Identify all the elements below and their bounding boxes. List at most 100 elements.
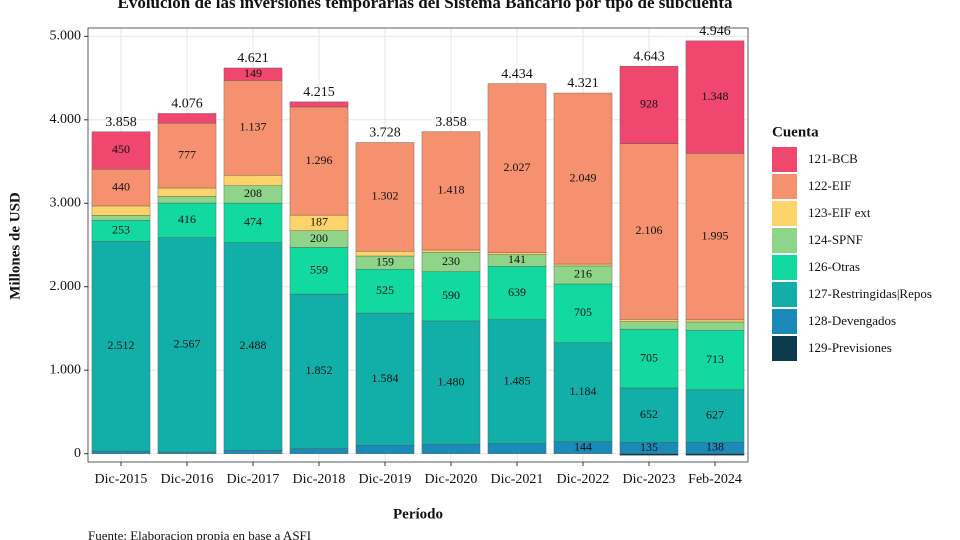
x-tick-label: Dic-2017 [227, 472, 280, 487]
total-label: 4.321 [567, 76, 599, 91]
legend-swatch [772, 201, 797, 226]
data-label: 777 [178, 147, 196, 161]
y-tick-label: 3.000 [50, 195, 82, 210]
data-label: 525 [376, 283, 394, 297]
bar-segment [619, 321, 679, 330]
data-label: 928 [640, 97, 658, 111]
data-label: 713 [706, 352, 724, 366]
data-label: 705 [574, 305, 592, 319]
bar-segment [421, 320, 481, 445]
data-label: 2.567 [174, 337, 201, 351]
data-label: 208 [244, 186, 262, 200]
bar-segment [685, 453, 745, 456]
data-label: 159 [376, 254, 394, 268]
data-label: 590 [442, 288, 460, 302]
bar-segment [421, 131, 481, 251]
x-tick-label: Dic-2016 [161, 472, 214, 487]
data-label: 2.027 [504, 160, 531, 174]
bar-segment [619, 319, 679, 322]
total-label: 3.728 [369, 126, 401, 141]
y-tick-label: 0 [74, 446, 81, 461]
y-axis-title: Millones de USD [7, 192, 23, 300]
data-label: 1.485 [504, 373, 531, 387]
total-label: 4.076 [171, 97, 203, 112]
bar-segment [685, 40, 745, 154]
bar-segment [223, 450, 283, 454]
bar-segment [421, 444, 481, 454]
bar-segment [487, 266, 547, 320]
bar-segment [355, 250, 415, 257]
data-label: 416 [178, 212, 196, 226]
legend-label: 121-BCB [808, 151, 858, 166]
bar-segment [685, 389, 745, 443]
bar-segment [553, 263, 613, 267]
bar-segment [91, 205, 151, 216]
bar-segment [157, 122, 217, 189]
data-label: 144 [574, 439, 592, 453]
legend-title: Cuenta [772, 124, 819, 140]
legend-swatch [772, 228, 797, 253]
total-label: 3.858 [435, 115, 467, 130]
bar-segment [619, 387, 679, 443]
bar-segment [289, 448, 349, 454]
bar-segment [91, 131, 151, 170]
y-tick-label: 4.000 [50, 112, 82, 127]
bar-segment [487, 83, 547, 253]
bar-segment [355, 445, 415, 454]
data-label: 135 [640, 440, 658, 454]
total-label: 4.215 [303, 85, 335, 100]
y-tick-label: 5.000 [50, 29, 82, 44]
bar-segment [355, 142, 415, 252]
source-note: Fuente: Elaboracion propia en base a ASF… [88, 528, 311, 540]
data-label: 1.852 [306, 363, 333, 377]
bar-segment [289, 101, 349, 108]
bar-segment [157, 196, 217, 204]
bar-segment [223, 202, 283, 243]
bar-segment [157, 451, 217, 454]
data-label: 1.584 [372, 371, 399, 385]
bar-segment [91, 215, 151, 221]
legend-label: 123-EIF ext [808, 205, 871, 220]
data-label: 138 [706, 440, 724, 454]
legend-label: 129-Previsiones [808, 340, 892, 355]
data-label: 1.348 [702, 89, 729, 103]
data-label: 2.488 [240, 338, 267, 352]
x-tick-label: Dic-2015 [95, 472, 148, 487]
bar-segment [289, 247, 349, 295]
total-label: 4.621 [237, 51, 269, 66]
bar-segment [553, 92, 613, 265]
bar-segment [487, 319, 547, 444]
bar-segment [619, 143, 679, 320]
x-tick-label: Dic-2020 [425, 472, 478, 487]
x-tick-label: Dic-2022 [557, 472, 610, 487]
x-axis-title: Período [393, 506, 443, 522]
bar-segment [223, 242, 283, 451]
bar-segment [157, 202, 217, 238]
bar-segment [91, 450, 151, 454]
y-tick-label: 2.000 [50, 279, 82, 294]
total-label: 3.858 [105, 115, 137, 130]
bar-segment [289, 106, 349, 216]
data-label: 230 [442, 254, 460, 268]
legend-label: 128-Devengados [808, 313, 896, 328]
bar-segment [685, 330, 745, 391]
bar-segment [619, 453, 679, 456]
data-label: 149 [244, 66, 262, 80]
legend-swatch [772, 282, 797, 307]
data-label: 141 [508, 252, 526, 266]
bar-segment [421, 249, 481, 253]
data-label: 1.302 [372, 189, 399, 203]
bar-segment [157, 187, 217, 197]
data-label: 216 [574, 267, 592, 281]
legend-swatch [772, 255, 797, 280]
legend-label: 126-Otras [808, 259, 860, 274]
bar-segment [487, 252, 547, 255]
data-label: 1.137 [240, 120, 267, 134]
data-label: 2.049 [570, 170, 597, 184]
bar-segment [553, 342, 613, 442]
data-label: 2.512 [108, 338, 135, 352]
bar-segment [685, 321, 745, 331]
data-label: 187 [310, 215, 328, 229]
bar-segment [289, 293, 349, 449]
